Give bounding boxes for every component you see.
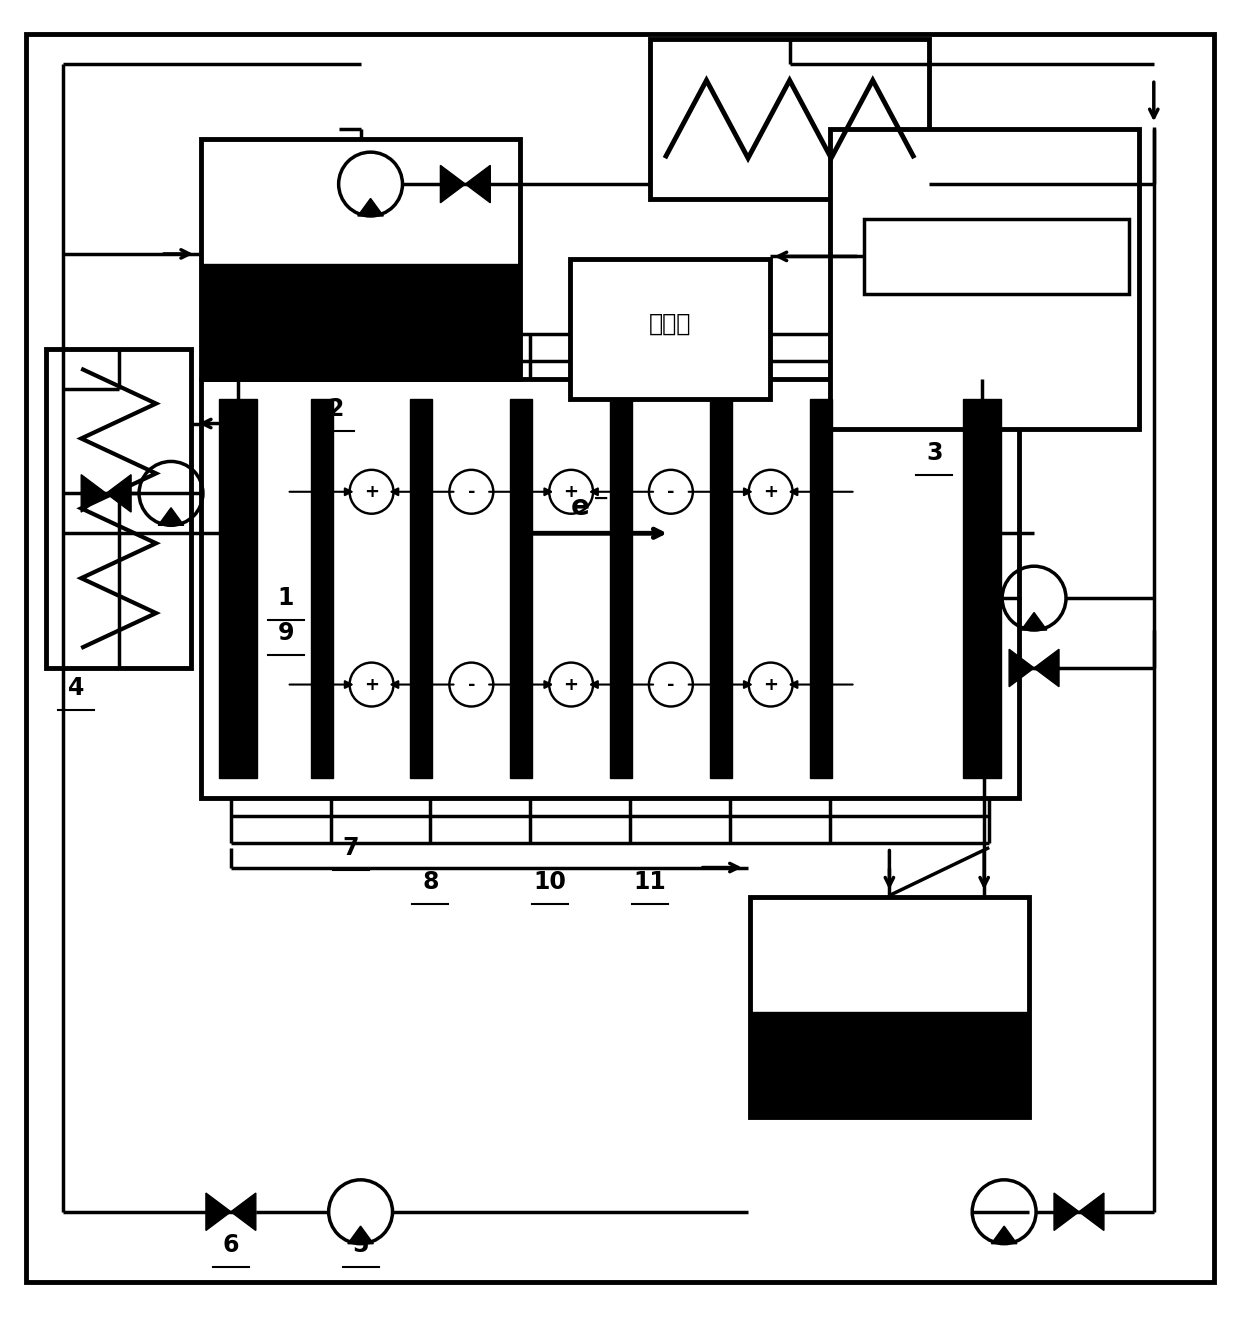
Text: 10: 10 [533,870,567,895]
Polygon shape [1079,1193,1104,1231]
Polygon shape [1034,650,1059,687]
Text: +: + [564,482,579,501]
Polygon shape [991,1226,1017,1244]
Polygon shape [231,1193,255,1231]
Text: 1: 1 [278,587,294,610]
Bar [311,398,332,778]
Bar [650,40,929,199]
Text: 6: 6 [223,1232,239,1256]
Bar [709,398,732,778]
Text: 11: 11 [634,870,666,895]
Bar [610,398,632,778]
Bar [864,219,1128,294]
Polygon shape [107,474,131,513]
Text: +: + [763,676,779,693]
Bar [570,258,770,398]
Text: -: - [467,676,475,693]
Bar [810,398,832,778]
Text: -: - [667,676,675,693]
Polygon shape [465,165,490,203]
Bar [830,129,1138,428]
Text: +: + [763,482,779,501]
Text: 5: 5 [352,1232,368,1256]
Bar [201,378,1019,797]
Polygon shape [347,1226,373,1244]
Bar [201,140,521,378]
Text: -: - [667,482,675,501]
Text: 3: 3 [926,442,942,465]
Text: 9: 9 [278,621,294,645]
Polygon shape [358,199,383,216]
Bar [46,349,191,668]
Polygon shape [206,1193,231,1231]
Polygon shape [159,507,184,526]
Polygon shape [1022,613,1047,630]
Polygon shape [1009,650,1034,687]
Text: +: + [365,676,379,693]
Text: +: + [564,676,579,693]
Bar [963,398,1001,778]
Text: 2: 2 [327,397,343,420]
Polygon shape [440,165,465,203]
Text: $\mathbf{e^-}$: $\mathbf{e^-}$ [570,494,610,522]
Text: 冷却水: 冷却水 [649,312,691,336]
Bar [219,398,257,778]
Text: -: - [467,482,475,501]
Text: 4: 4 [68,676,84,700]
Text: +: + [365,482,379,501]
Bar [750,1012,1029,1116]
Polygon shape [81,474,107,513]
Bar [510,398,532,778]
Polygon shape [1054,1193,1079,1231]
Bar [750,898,1029,1116]
Bar [201,264,521,378]
Bar [410,398,433,778]
Text: 7: 7 [342,836,358,859]
Text: 8: 8 [422,870,439,895]
